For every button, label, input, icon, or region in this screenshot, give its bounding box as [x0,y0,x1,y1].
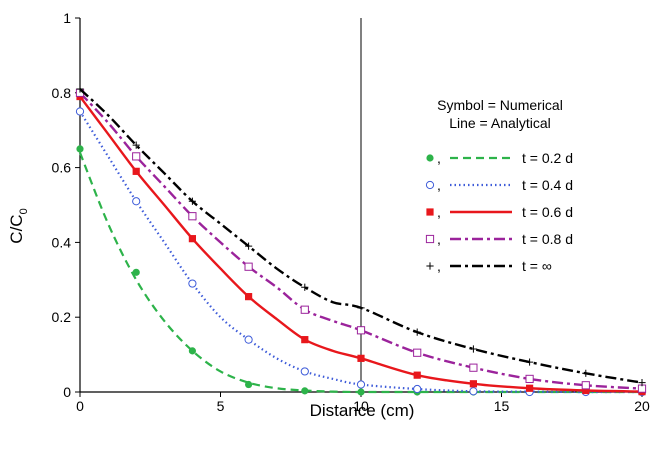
legend-item-1: , t = 0.2 d [426,150,573,166]
legend-marker [425,180,435,190]
series-line [79,91,643,390]
x-axis-title: Distance (cm) [310,401,415,420]
data-point [469,345,477,353]
series-line [79,95,643,393]
data-point [132,268,140,276]
series-5 [76,85,646,387]
legend-label: t = 0.4 d [522,177,573,193]
y-axis-title-main: C/C [7,214,26,243]
y-tick-label: 0 [63,384,71,400]
y-axis-title-subscript: 0 [18,208,30,214]
legend-marker [425,234,435,244]
data-point [188,279,197,288]
data-point [188,235,196,243]
data-point [188,197,196,205]
x-tick-label: 10 [353,398,369,414]
data-point [245,380,253,389]
legend: Symbol = Numerical Line = Analytical, t = … [425,97,573,274]
data-point [300,367,309,376]
data-point [301,283,309,291]
data-point [469,380,477,388]
data-point [413,371,421,379]
data-point [132,197,141,206]
data-point [188,212,197,221]
series-line [79,110,643,394]
legend-separator: , [437,231,441,247]
data-point [581,381,590,390]
data-point [244,262,253,271]
legend-label: t = 0.6 d [522,204,573,220]
data-point [75,107,85,116]
data-point [132,141,140,149]
data-point [357,354,365,362]
data-point [76,85,84,93]
data-point [132,167,140,175]
data-point [357,388,365,396]
y-tick-label: 0.2 [52,309,72,325]
legend-header-symbol: Symbol = Numerical [437,97,563,113]
data-point [413,348,422,357]
x-tick-label: 0 [76,398,84,414]
data-point [357,304,365,312]
data-point [188,347,196,355]
data-point [582,386,590,395]
legend-item-5: , t = ∞ [426,258,552,274]
legend-marker [426,154,434,162]
y-tick-label: 0.8 [52,85,72,101]
legend-item-4: , t = 0.8 d [425,231,573,247]
data-point [245,293,253,301]
data-point [301,387,309,395]
legend-marker [426,262,434,270]
x-tick-label: 5 [217,398,225,414]
legend-separator: , [437,150,441,166]
legend-item-2: , t = 0.4 d [425,177,573,193]
legend-separator: , [437,258,441,274]
series-line [79,88,643,384]
data-point [638,379,646,387]
data-point [244,335,253,344]
series-4 [75,88,647,393]
data-point [301,336,309,344]
x-tick-label: 20 [634,398,650,414]
legend-label: t = 0.2 d [522,150,573,166]
legend-item-3: , t = 0.6 d [426,204,573,220]
legend-separator: , [437,177,441,193]
data-point [300,305,309,314]
data-point [526,358,534,366]
data-point [356,380,366,389]
y-axis-title: C/C0 [7,208,30,243]
legend-separator: , [437,204,441,220]
y-tick-label: 1 [63,10,71,26]
data-point [525,374,534,384]
data-point [132,152,141,161]
data-point [469,387,478,396]
data-point [245,242,253,250]
legend-label: t = ∞ [522,258,552,274]
x-tick-label: 15 [494,398,510,414]
series-line [78,152,642,394]
legend-label: t = 0.8 d [522,231,573,247]
legend-marker [426,208,434,216]
y-tick-label: 0.4 [52,234,72,250]
data-point [469,363,478,372]
data-point [356,326,366,335]
y-tick-label: 0.6 [52,160,72,176]
data-point [76,145,84,153]
data-point [413,328,421,336]
data-point [582,369,590,377]
data-point [413,384,422,394]
svg-text:C/C0: C/C0 [7,208,30,243]
data-point [526,384,534,392]
series-layer [75,85,647,397]
ticks: 0 5 10 15 20 0 0.2 0.4 0.6 0.8 1 [52,10,650,414]
legend-header-line: Line = Analytical [449,115,551,131]
